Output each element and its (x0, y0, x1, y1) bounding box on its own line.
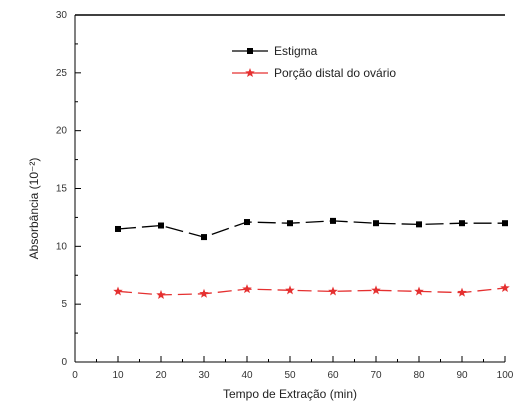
data-point-series-0 (330, 217, 336, 224)
data-point-series-0 (287, 220, 293, 227)
series-line-0 (117, 220, 505, 238)
x-tick-label: 60 (327, 370, 339, 381)
x-tick-label: 30 (198, 370, 210, 381)
x-tick-label: 90 (456, 370, 468, 381)
data-point-series-1 (113, 286, 123, 296)
y-tick-label: 10 (56, 241, 68, 252)
x-tick-label: 0 (72, 370, 78, 381)
data-point-series-1 (328, 286, 338, 296)
legend-marker-estigma (247, 48, 253, 54)
data-point-series-1 (242, 284, 252, 294)
data-point-series-0 (459, 220, 465, 227)
data-point-series-0 (373, 220, 379, 227)
legend-label-porcao-distal: Porção distal do ovário (274, 66, 396, 80)
data-point-series-0 (502, 220, 508, 227)
y-tick-label: 0 (61, 357, 67, 368)
legend-marker-shape (247, 48, 253, 54)
data-point-series-1 (371, 285, 381, 295)
data-point-series-0 (244, 219, 250, 226)
x-tick-label: 10 (112, 370, 124, 381)
data-point-series-0 (158, 222, 164, 229)
data-point-series-0 (416, 221, 422, 228)
data-point-series-1 (500, 282, 510, 293)
data-point-series-1 (285, 285, 295, 295)
data-point-series-1 (199, 288, 209, 298)
y-tick-label: 5 (61, 299, 67, 310)
x-tick-label: 50 (284, 370, 296, 381)
x-axis-title: Tempo de Extração (min) (223, 387, 357, 401)
series-line-1 (117, 287, 506, 296)
x-tick-label: 100 (497, 370, 514, 381)
data-point-series-0 (115, 225, 121, 232)
x-tick-label: 40 (241, 370, 253, 381)
x-tick-label: 70 (370, 370, 382, 381)
y-tick-label: 15 (56, 184, 68, 195)
legend-marker-porcao-distal (245, 68, 255, 78)
data-point-series-1 (457, 287, 467, 297)
y-axis-title: Absorbância (10⁻²) (27, 158, 41, 260)
y-tick-label: 25 (56, 68, 68, 79)
legend-marker-shape (245, 68, 255, 78)
legend: Estigma Porção distal do ovário (232, 44, 396, 80)
x-tick-label: 20 (155, 370, 167, 381)
data-point-series-1 (156, 289, 166, 299)
legend-label-estigma: Estigma (274, 44, 318, 58)
series-group (113, 217, 510, 299)
data-point-series-0 (201, 234, 207, 241)
y-tick-label: 20 (56, 126, 68, 137)
axis-ticks: 0 5 10 15 20 25 30 0 10 20 30 40 50 60 70 80 90 100 (56, 10, 514, 381)
y-tick-label: 30 (56, 10, 68, 21)
data-point-series-1 (414, 286, 424, 296)
x-tick-label: 80 (413, 370, 425, 381)
